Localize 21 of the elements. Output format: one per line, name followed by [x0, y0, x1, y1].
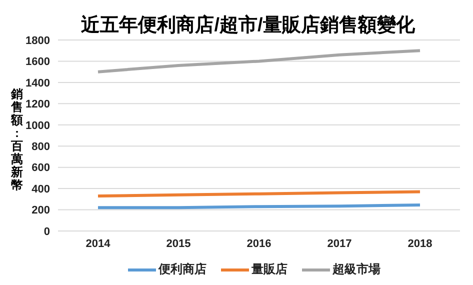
- y-tick-label: 200: [32, 204, 50, 217]
- y-tick-label: 0: [44, 226, 50, 238]
- y-tick-label: 600: [32, 162, 50, 174]
- y-axis-title: 銷售額:百萬新幣: [10, 87, 24, 192]
- legend-label: 量販店: [252, 261, 288, 278]
- y-tick-label: 1000: [26, 120, 50, 132]
- x-tick-label: 2017: [327, 238, 352, 250]
- chart-title: 近五年便利商店/超市/量販店銷售額變化: [81, 15, 415, 36]
- y-tick-label: 400: [32, 183, 50, 196]
- legend-label: 便利商店: [158, 261, 206, 278]
- y-tick-label: 1600: [26, 56, 50, 68]
- x-tick-label: 2015: [166, 238, 191, 250]
- y-tick-label: 1200: [26, 98, 50, 111]
- x-tick-label: 2018: [408, 238, 432, 250]
- x-tick-label: 2014: [86, 238, 112, 250]
- line-series: [96, 49, 422, 74]
- y-tick-label: 800: [32, 141, 50, 154]
- legend-label: 超級市場: [332, 261, 380, 278]
- x-tick-label: 2016: [246, 238, 272, 250]
- y-tick-label: 1400: [26, 77, 50, 90]
- y-tick-label: 1800: [26, 34, 50, 47]
